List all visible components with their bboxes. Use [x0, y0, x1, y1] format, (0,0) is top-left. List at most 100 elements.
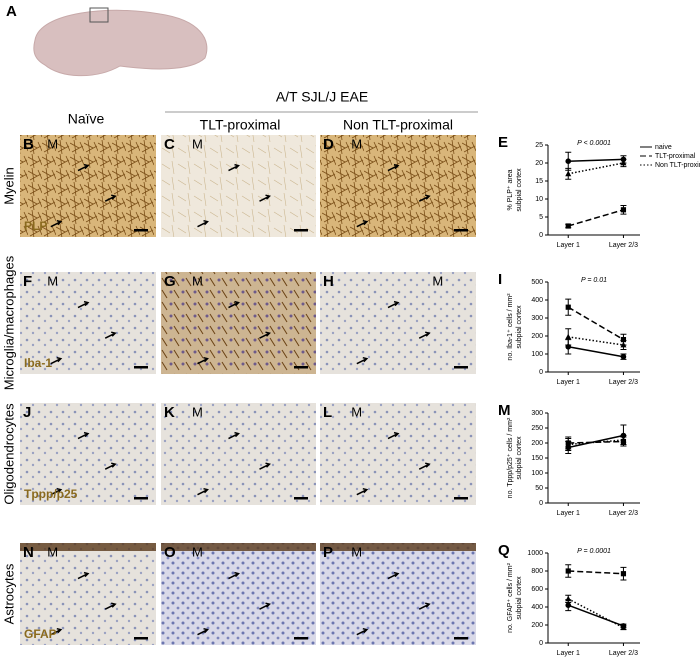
arrow — [228, 163, 240, 172]
micrograph — [161, 135, 316, 237]
arrow — [197, 627, 209, 636]
series-line — [568, 440, 624, 444]
series-line — [568, 209, 624, 227]
legend-label: naive — [655, 144, 672, 151]
micrograph — [20, 403, 156, 505]
meninges-label: M — [192, 273, 203, 288]
micrograph — [20, 272, 156, 374]
marker — [565, 158, 572, 164]
panel-letter: K — [164, 404, 175, 421]
arrow — [50, 219, 63, 228]
panel-letter: D — [323, 136, 334, 153]
series-line — [568, 162, 624, 175]
arrow — [387, 571, 400, 580]
arrow — [228, 431, 240, 440]
y-tick-label: 25 — [535, 142, 543, 149]
arrow — [104, 331, 117, 339]
y-tick-label: 200 — [531, 440, 543, 447]
meninges-label: M — [192, 136, 203, 151]
marker — [620, 159, 627, 166]
scale-bar — [294, 637, 308, 640]
x-tick-label: Layer 2/3 — [609, 510, 638, 517]
panel-letter: G — [164, 273, 176, 290]
micrograph — [320, 272, 476, 374]
legend-label: Non TLT-proximal — [655, 162, 700, 169]
group-header: A/T SJL/J EAE — [276, 89, 368, 105]
stain-label: GFAP — [24, 627, 57, 641]
scale-bar — [454, 366, 468, 369]
column-header: TLT-proximal — [200, 117, 281, 133]
x-tick-label: Layer 2/3 — [609, 242, 638, 249]
glia-limitans — [320, 543, 476, 551]
series-line — [567, 306, 624, 341]
arrow — [197, 356, 209, 365]
series-line — [568, 439, 624, 446]
arrow — [418, 462, 431, 470]
marker — [620, 337, 627, 343]
arrow — [50, 487, 63, 496]
arrow — [387, 431, 400, 440]
y-tick-label: 250 — [531, 425, 543, 432]
scale-bar — [294, 497, 308, 500]
arrow — [259, 462, 271, 470]
y-tick-label: 20 — [535, 160, 543, 167]
panel-letter: A — [6, 3, 17, 20]
scale-bar — [454, 229, 468, 232]
micrograph — [20, 135, 156, 237]
y-tick-label: 5 — [539, 214, 543, 221]
y-tick-label: 0 — [539, 500, 543, 507]
x-tick-label: Layer 1 — [557, 379, 580, 386]
marker — [565, 602, 572, 608]
scale-bar — [134, 637, 148, 640]
y-tick-label: 400 — [531, 297, 543, 304]
panel-letter: M — [498, 402, 511, 419]
meninges-label: M — [351, 404, 362, 419]
scale-bar — [134, 366, 148, 369]
marker — [565, 170, 572, 177]
scale-bar — [294, 229, 308, 232]
meninges-label: M — [47, 544, 58, 559]
meninges-label: M — [432, 273, 443, 288]
marker — [620, 341, 627, 348]
marker — [620, 207, 627, 213]
y-tick-label: 1000 — [527, 550, 543, 557]
micrograph — [320, 543, 476, 645]
meninges-label: M — [192, 404, 203, 419]
arrow — [50, 627, 63, 636]
panel-letter: B — [23, 136, 34, 153]
micrograph — [20, 543, 156, 645]
y-axis-label: subpial cortex — [516, 436, 523, 480]
meninges-label: M — [192, 544, 203, 559]
series-line — [567, 604, 624, 627]
y-tick-label: 600 — [531, 586, 543, 593]
p-value: P < 0.0001 — [577, 140, 611, 147]
x-tick-label: Layer 2/3 — [609, 650, 638, 657]
scale-bar — [454, 497, 468, 500]
y-tick-label: 200 — [531, 622, 543, 629]
arrow — [418, 194, 431, 202]
column-header: Naïve — [68, 111, 105, 127]
arrow — [356, 627, 369, 636]
y-axis-label: no. Tppp/p25⁺ cells / mm² — [507, 417, 514, 498]
arrow — [197, 219, 209, 228]
arrow — [387, 300, 400, 309]
y-axis-label: subpial cortex — [516, 168, 523, 212]
scale-bar — [134, 229, 148, 232]
y-tick-label: 0 — [539, 232, 543, 239]
stain-label: Iba-1 — [24, 356, 52, 370]
arrow — [259, 194, 271, 202]
arrow — [356, 356, 369, 365]
micrograph — [161, 272, 316, 374]
arrow — [259, 331, 271, 339]
y-axis-label: no. Iba-1⁺ cells / mm² — [507, 293, 514, 361]
y-tick-label: 300 — [531, 410, 543, 417]
marker — [565, 568, 571, 574]
panel-letter: C — [164, 136, 175, 153]
p-value: P = 0.0001 — [577, 548, 611, 555]
arrow — [104, 462, 117, 470]
arrow — [77, 163, 90, 172]
glia-limitans — [20, 543, 156, 551]
micrograph — [320, 403, 476, 505]
p-value: P = 0.01 — [581, 277, 607, 284]
